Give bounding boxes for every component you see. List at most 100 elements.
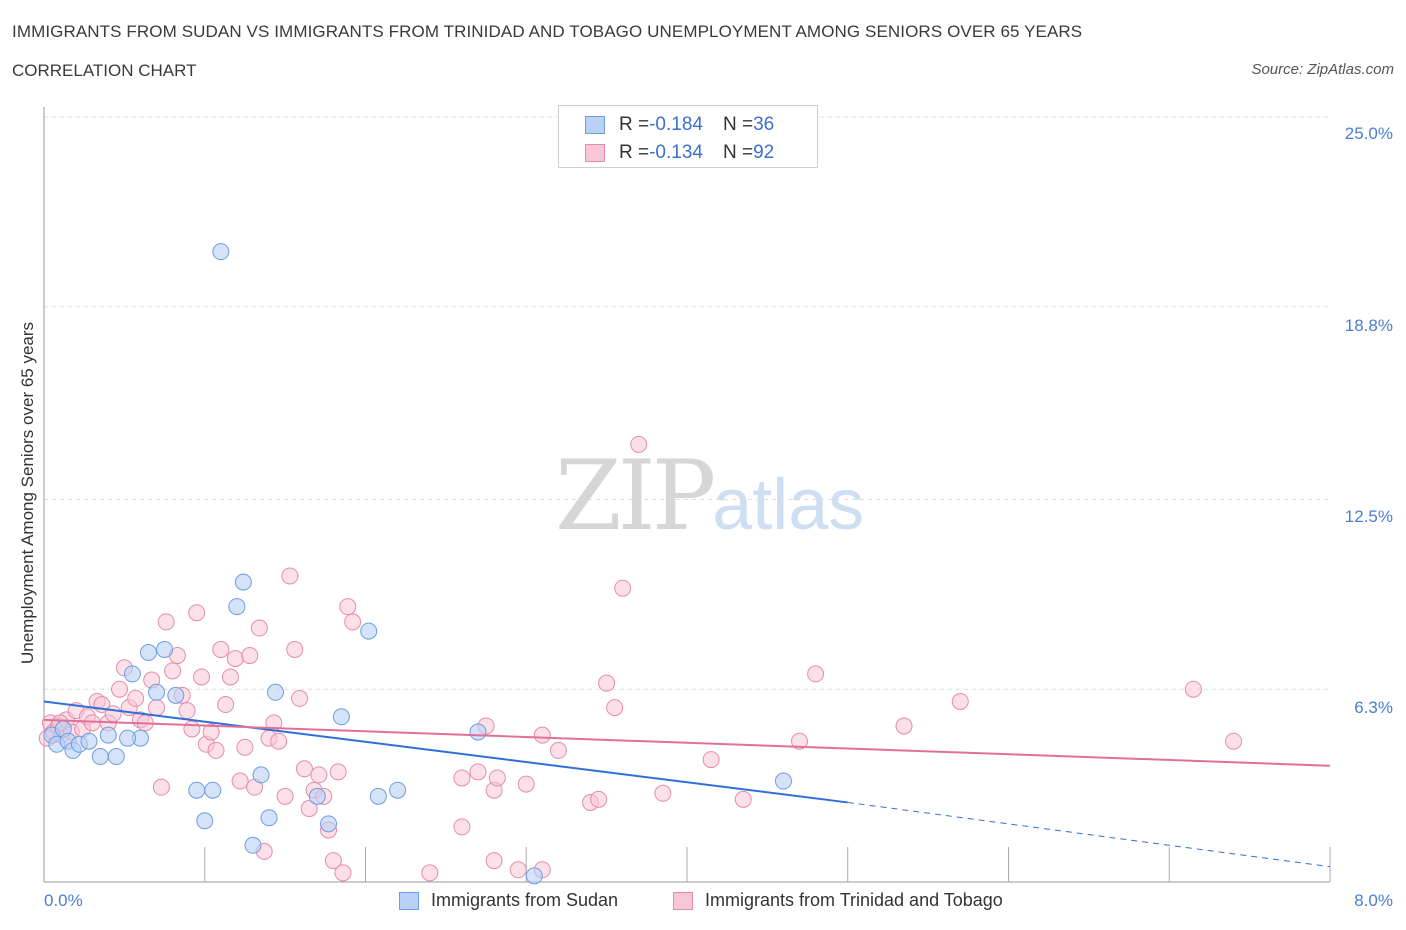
trinidad-point [207,741,225,759]
trinidad-point [295,760,313,778]
sudan-point [308,787,326,805]
trinidad-point [111,680,129,698]
sudan-point [774,772,792,790]
trinidad-point [291,689,309,707]
sudan-point [525,867,543,885]
sudan-point [204,781,222,799]
bottom-legend-label-sudan: Immigrants from Sudan [431,890,619,910]
trinidad-point [226,650,244,668]
trinidad-point [895,717,913,735]
sudan-point [369,787,387,805]
sudan-trend-line [43,700,848,804]
trinidad-point [549,741,567,759]
trinidad-point [517,775,535,793]
trinidad-point [533,726,551,744]
trinidad-point [276,787,294,805]
sudan-point [260,809,278,827]
legend-r-label: R = [619,114,650,135]
trinidad-point [250,619,268,637]
sudan-trend-extension [847,801,1331,868]
trinidad-point [157,613,175,631]
trinidad-point [241,647,259,665]
y-tick-label-12-5: 12.5% [1344,507,1393,526]
trinidad-point [469,763,487,781]
sudan-point [266,683,284,701]
y-tick-label-6-3: 6.3% [1354,698,1393,717]
sudan-point [148,683,166,701]
trinidad-point [148,699,166,717]
trinidad-point [453,818,471,836]
trinidad-point [300,800,318,818]
chart-title: IMMIGRANTS FROM SUDAN VS IMMIGRANTS FROM… [12,22,1083,41]
legend-r-value-sudan: -0.184 [649,114,703,135]
trinidad-point [221,668,239,686]
legend-swatch-trinidad [585,144,605,162]
trinidad-point [310,766,328,784]
sudan-point [107,748,125,766]
trinidad-point [488,769,506,787]
legend-row-trinidad: R = -0.134 N = 92 [585,142,774,164]
trinidad-point [152,778,170,796]
sudan-point [332,708,350,726]
trinidad-point [329,763,347,781]
bottom-legend-swatch-trinidad [673,891,693,910]
chart-source: Source: ZipAtlas.com [1251,61,1394,78]
sudan-point [234,573,252,591]
legend-n-label: N = [722,142,754,163]
trinidad-point [485,852,503,870]
legend-n-label: N = [722,114,754,135]
trinidad-point [791,732,809,750]
legend-r-label: R = [619,142,650,163]
legend-n-value-trinidad: 92 [753,142,775,163]
chart-subtitle: CORRELATION CHART [12,61,197,80]
trinidad-point [421,864,439,882]
trinidad-point [183,720,201,738]
trinidad-point [281,567,299,585]
y-tick-label-25: 25.0% [1344,124,1393,143]
trinidad-point [83,714,101,732]
y-axis-label: Unemployment Among Seniors over 65 years [18,321,37,665]
sudan-point [360,622,378,640]
legend-r-value-trinidad: -0.134 [649,142,703,163]
sudan-point [123,665,141,683]
sudan-point [91,748,109,766]
sudan-point [99,726,117,744]
trinidad-point [188,604,206,622]
sudan-point [139,644,157,661]
trinidad-point [270,732,288,750]
legend-n-value-sudan: 36 [753,114,775,135]
sudan-point [196,812,214,830]
trinidad-point [178,702,196,720]
trinidad-point [212,640,230,658]
trinidad-point [630,435,648,453]
watermark-zip: ZIP [555,440,716,552]
trinidad-point [344,613,362,631]
trinidad-point [509,861,527,879]
correlation-legend: R = -0.184 N = 36 R = -0.134 N = 92 [558,105,818,168]
sudan-point [228,598,246,616]
sudan-point [244,836,262,854]
y-tick-label-18-8: 18.8% [1344,316,1393,335]
sudan-point [119,729,137,747]
trinidad-point [606,699,624,717]
sudan-point [167,686,185,704]
bottom-legend-trinidad: Immigrants from Trinidad and Tobago [673,890,1003,911]
watermark: ZIPatlas [555,440,864,552]
trinidad-point [286,640,304,658]
trinidad-trend-line [43,718,1331,767]
sudan-point [469,723,487,741]
trinidad-point [104,705,122,723]
trinidad-point [702,751,720,769]
x-tick-label-min: 0.0% [44,891,83,910]
trinidad-point [1225,732,1243,750]
trinidad-point [217,696,235,714]
sudan-point [80,732,98,750]
trinidad-point [231,772,249,790]
trinidad-point [127,689,145,707]
bottom-legend-swatch-sudan [399,891,419,910]
trinidad-point [193,668,211,686]
trinidad-point [951,692,969,710]
legend-row-sudan: R = -0.184 N = 36 [585,114,774,136]
trinidad-point [334,864,352,882]
